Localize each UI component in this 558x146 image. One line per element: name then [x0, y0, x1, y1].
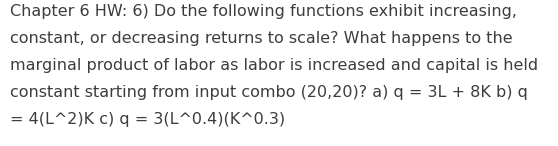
Text: constant starting from input combo (20,20)? a) q = 3L + 8K b) q: constant starting from input combo (20,2…	[10, 85, 528, 100]
Text: = 4(L^2)K c) q = 3(L^0.4)(K^0.3): = 4(L^2)K c) q = 3(L^0.4)(K^0.3)	[10, 112, 285, 127]
Text: Chapter 6 HW: 6) Do the following functions exhibit increasing,: Chapter 6 HW: 6) Do the following functi…	[10, 4, 517, 19]
Text: marginal product of labor as labor is increased and capital is held: marginal product of labor as labor is in…	[10, 58, 538, 73]
Text: constant, or decreasing returns to scale? What happens to the: constant, or decreasing returns to scale…	[10, 31, 513, 46]
